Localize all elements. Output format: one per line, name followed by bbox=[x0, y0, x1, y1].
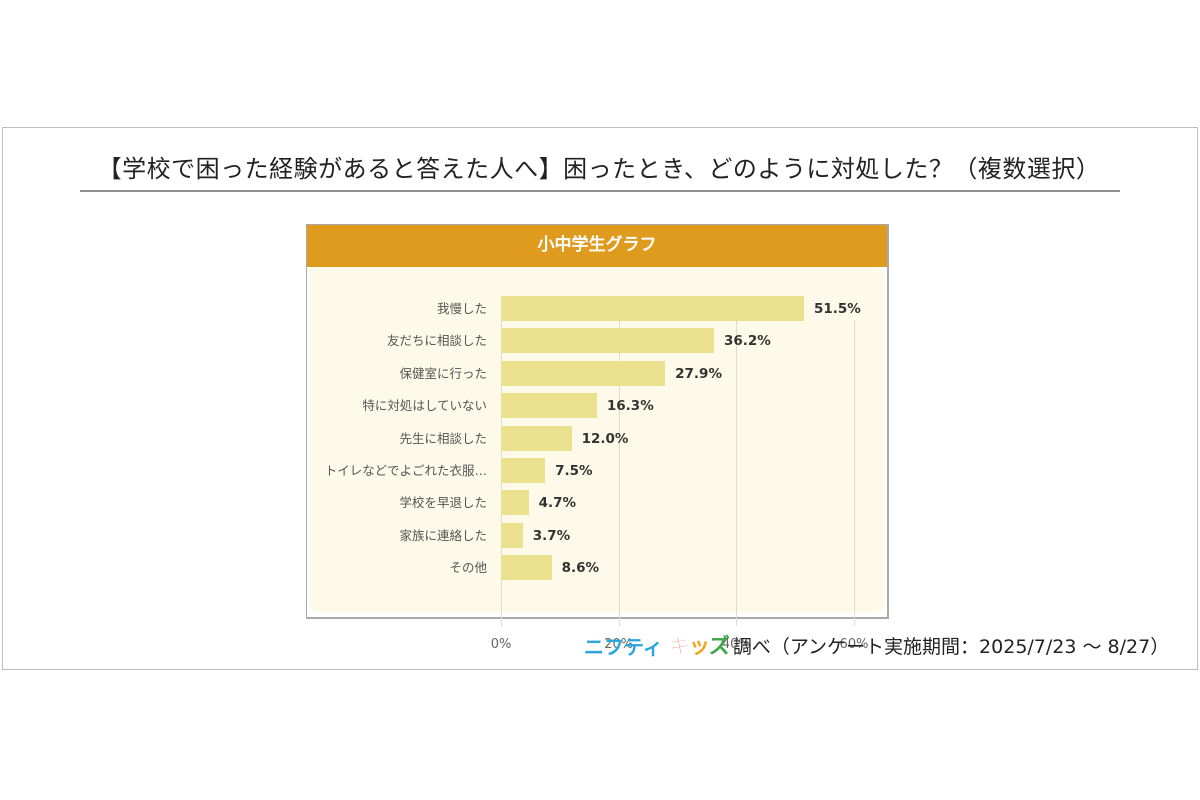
bar-row: 学校を早退した 4.7% bbox=[309, 490, 885, 516]
gridline bbox=[736, 320, 738, 626]
bar-row: 我慢した 51.5% bbox=[309, 296, 885, 322]
page-title: 【学校で困った経験があると答えた人へ】困ったとき、どのように対処した？（複数選択… bbox=[97, 155, 1101, 183]
category-label: 保健室に行った bbox=[399, 365, 487, 381]
bar-value-label: 27.9% bbox=[675, 365, 722, 382]
bar-value-label: 3.7% bbox=[532, 527, 571, 544]
bar-row: 家族に連絡した 3.7% bbox=[309, 522, 885, 549]
x-tick-label: 0% bbox=[490, 637, 512, 652]
category-label: 家族に連絡した bbox=[399, 527, 487, 543]
bar-row: 保健室に行った 27.9% bbox=[309, 360, 885, 387]
category-label: 学校を早退した bbox=[399, 495, 487, 511]
bar bbox=[501, 296, 804, 321]
bar-row: その他 8.6% bbox=[309, 555, 885, 581]
bar-row: 先生に相談した 12.0% bbox=[309, 425, 885, 452]
category-label: 特に対処はしていない bbox=[362, 398, 487, 414]
survey-period-text: 調べ（アンケート実施期間：2025/7/23 ～ 8/27） bbox=[732, 635, 1170, 658]
kids-logo-text: キッズ bbox=[668, 634, 730, 659]
bar bbox=[501, 522, 523, 548]
bar bbox=[501, 425, 572, 451]
bar bbox=[501, 458, 546, 483]
bar bbox=[501, 360, 666, 386]
x-tick-label: 40% bbox=[721, 637, 751, 652]
title-divider bbox=[80, 190, 1120, 192]
bar-value-label: 16.3% bbox=[606, 398, 654, 415]
bar bbox=[501, 555, 552, 581]
bar-row: 友だちに相談した 36.2% bbox=[309, 328, 885, 354]
bar bbox=[501, 393, 597, 419]
chart-panel: 小中学生グラフ 0% 20% 40% 60% 我慢した 51.5% 友だちに相談した 36.2… bbox=[306, 224, 889, 652]
gridline bbox=[618, 320, 620, 626]
category-label: 我慢した bbox=[436, 301, 487, 316]
gridline bbox=[854, 320, 855, 626]
category-label: トイレなどでよごれた衣服… bbox=[324, 463, 487, 478]
bar-row: トイレなどでよごれた衣服… 7.5% bbox=[309, 458, 885, 484]
chart-plot-area: 0% 20% 40% 60% 我慢した 51.5% 友だちに相談した 36.2% 保健室に行った… bbox=[309, 267, 885, 652]
category-label: 友だちに相談した bbox=[386, 333, 487, 349]
footer-credit: ニフティ キッズ 調べ（アンケート実施期間：2025/7/23 ～ 8/27） bbox=[584, 631, 1169, 659]
x-tick-label: 60% bbox=[839, 637, 869, 652]
category-label: その他 bbox=[449, 560, 487, 576]
bar-value-label: 51.5% bbox=[813, 301, 861, 317]
bar-value-label: 36.2% bbox=[723, 333, 771, 350]
x-tick-label: 20% bbox=[604, 637, 634, 652]
bar-row: 特に対処はしていない 16.3% bbox=[309, 393, 885, 419]
bar-value-label: 7.5% bbox=[555, 463, 593, 479]
bar-value-label: 12.0% bbox=[581, 430, 629, 447]
bar bbox=[501, 490, 529, 516]
bar bbox=[501, 328, 714, 354]
category-label: 先生に相談した bbox=[399, 430, 487, 446]
chart-title: 小中学生グラフ bbox=[307, 225, 887, 267]
nifty-logo-text: ニフティ bbox=[584, 634, 663, 659]
bar-value-label: 8.6% bbox=[561, 560, 600, 577]
bar-value-label: 4.7% bbox=[538, 495, 577, 512]
